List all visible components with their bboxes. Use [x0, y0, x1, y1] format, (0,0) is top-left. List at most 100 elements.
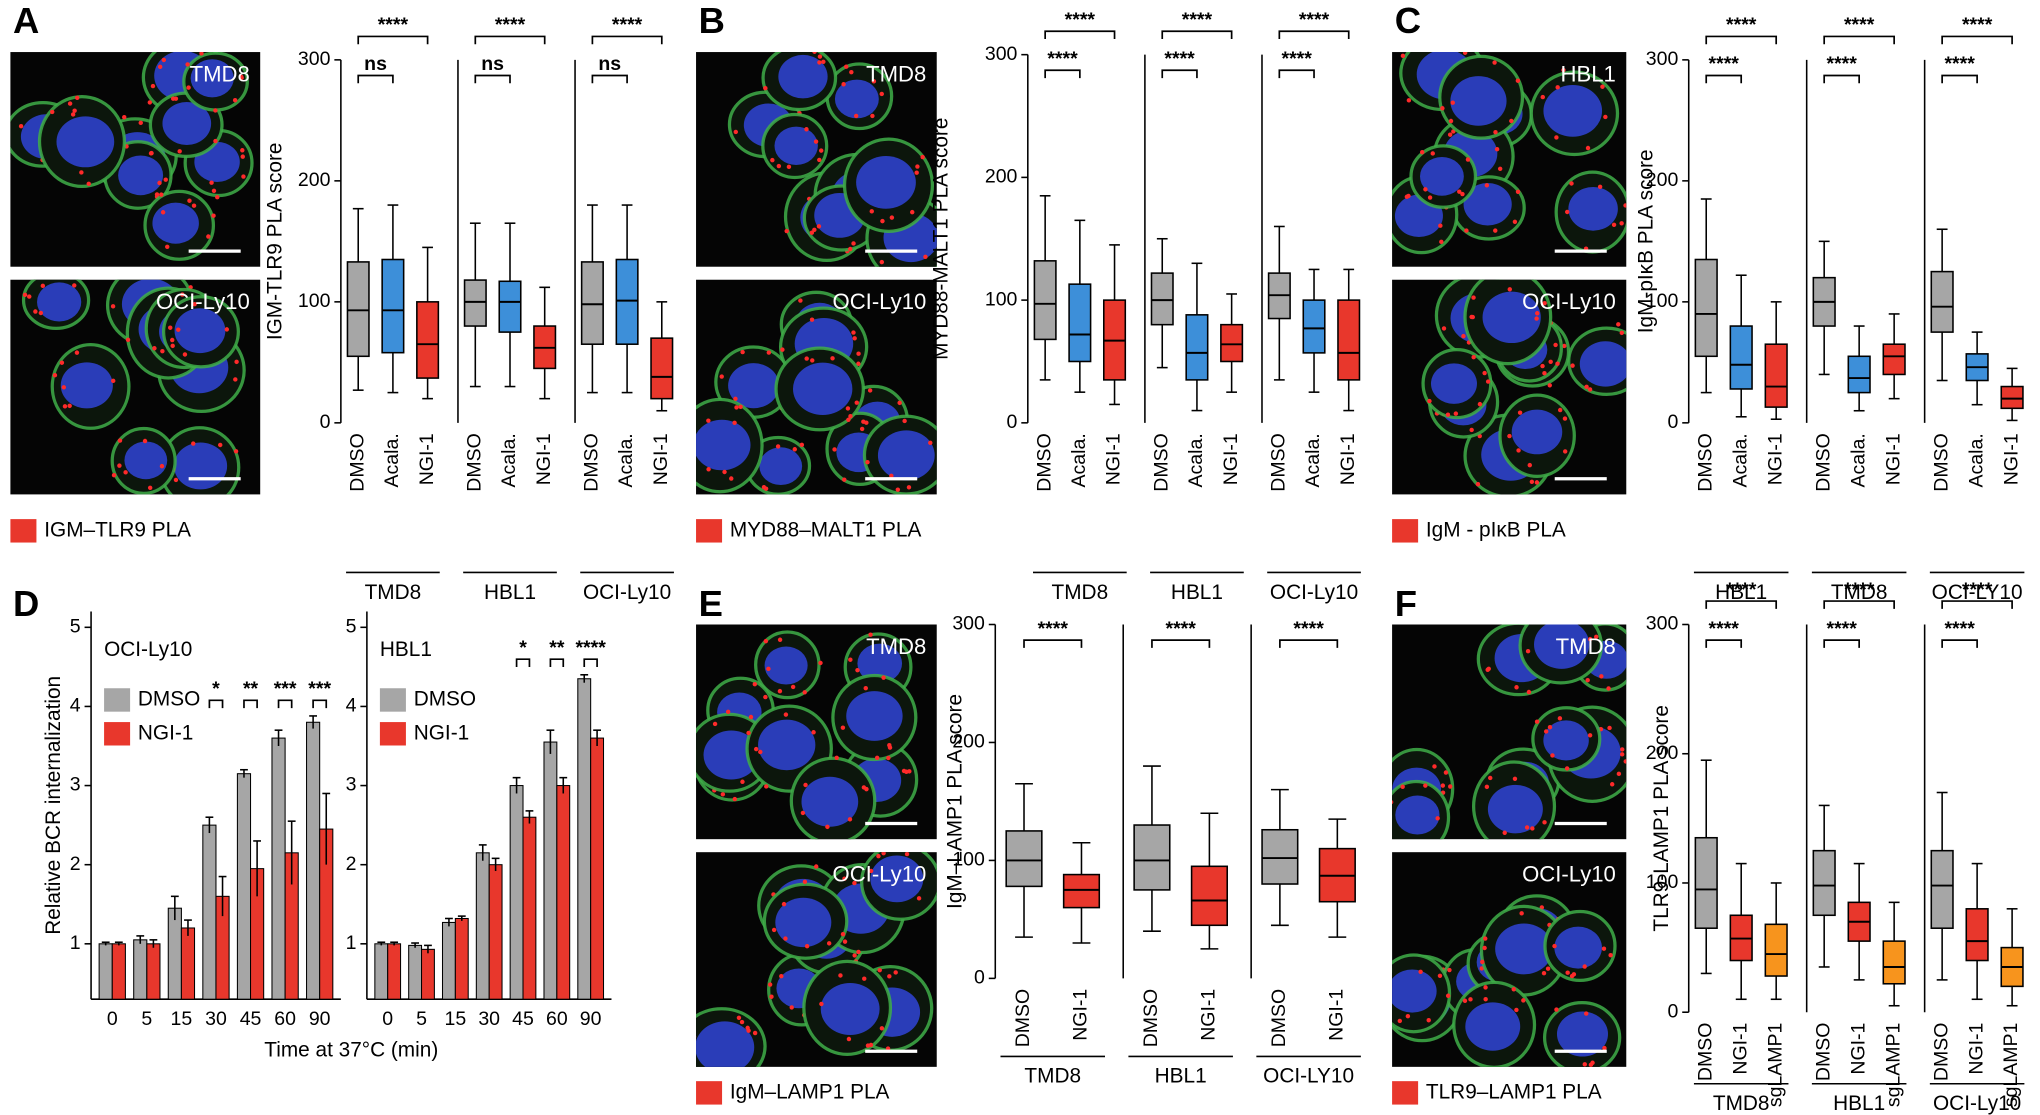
significance-bracket — [1278, 69, 1315, 79]
cell-nucleus — [758, 719, 816, 771]
pla-dot — [763, 638, 769, 644]
pla-dot — [240, 148, 245, 153]
pla-dot — [777, 637, 783, 642]
pla-dot — [852, 336, 857, 341]
pla-dot — [50, 109, 55, 115]
pla-dot — [1554, 135, 1559, 140]
x-tick-label: NGI-1 — [1882, 433, 1904, 485]
pla-dot — [1432, 764, 1437, 769]
pla-dot — [161, 57, 167, 63]
legend-swatch — [696, 519, 723, 543]
pla-dot — [781, 901, 787, 907]
x-tick-label: NGI-1 — [1220, 433, 1242, 485]
pla-dot — [1597, 184, 1603, 190]
pla-dot — [110, 304, 116, 309]
pla-dot — [142, 438, 148, 444]
pla-dot — [165, 244, 170, 250]
pla-dot — [1492, 60, 1497, 65]
panel-letter: F — [1395, 583, 1417, 624]
pla-dot — [240, 154, 245, 159]
group-label: OCI-LY10 — [1932, 581, 2023, 604]
significance-bracket — [1823, 600, 1895, 609]
legend-label: IgM - pIκB PLA — [1426, 518, 1566, 541]
pla-dot — [863, 685, 868, 691]
pla-dot — [1561, 67, 1566, 73]
y-tick-label: 0 — [1667, 411, 1678, 433]
pla-dot — [758, 749, 763, 755]
y-axis-label: MYD88-MALT1 PLA score — [929, 118, 952, 360]
group-label: HBL1 — [1715, 581, 1767, 604]
pla-dot — [712, 721, 718, 727]
bar — [488, 864, 503, 1000]
pla-dot — [854, 400, 859, 405]
box — [1930, 849, 1954, 929]
image-label: OCI-Ly10 — [1522, 861, 1616, 886]
significance-label: **** — [1182, 9, 1213, 31]
legend-swatch — [379, 688, 406, 712]
x-tick-label: Acala. — [1068, 433, 1090, 487]
pla-dot — [1535, 311, 1540, 316]
pla-dot — [804, 356, 809, 361]
y-tick-label: 100 — [1646, 290, 1679, 312]
x-tick-label: NGI-1 — [1198, 989, 1220, 1041]
y-tick-label: 0 — [320, 411, 331, 433]
pla-dot — [886, 755, 891, 761]
significance-label: **** — [1826, 618, 1857, 640]
y-tick-label: 100 — [1646, 871, 1679, 893]
pla-dot — [1599, 674, 1604, 679]
x-tick-label: sgLAMP1 — [2000, 1023, 2022, 1108]
bar — [421, 948, 435, 1000]
cell-nucleus — [190, 59, 234, 98]
pla-dot — [1511, 987, 1516, 992]
pla-dot — [232, 98, 238, 103]
pla-dot — [923, 254, 928, 260]
bar — [475, 852, 490, 1000]
pla-dot — [1443, 770, 1449, 775]
box — [346, 261, 370, 358]
x-tick-label: NGI-1 — [1325, 989, 1347, 1041]
pla-dot — [920, 154, 925, 160]
pla-dot — [1462, 52, 1468, 55]
pla-dot — [734, 405, 739, 410]
x-tick-label: NGI-1 — [1965, 1023, 1987, 1075]
pla-dot — [191, 441, 196, 446]
pla-dot — [789, 1005, 794, 1010]
pla-dot — [1525, 649, 1531, 654]
pla-dot — [771, 927, 777, 933]
cells — [727, 52, 937, 267]
image-label: TMD8 — [1556, 634, 1616, 659]
x-tick-label: 15 — [171, 1008, 193, 1030]
pla-dot — [871, 79, 877, 84]
pla-dot — [1432, 43, 1436, 47]
box — [1185, 314, 1209, 381]
pla-dot — [72, 283, 77, 288]
significance-bracket — [357, 74, 394, 84]
pla-dot — [1623, 203, 1627, 208]
cell-nucleus — [56, 116, 115, 168]
cell-nucleus — [173, 442, 228, 490]
x-tick-label: 30 — [478, 1008, 500, 1030]
y-axis-label: Relative BCR internalization — [42, 676, 65, 935]
pla-dot — [811, 730, 816, 735]
pla-dot — [185, 62, 190, 67]
cell-nucleus — [1392, 969, 1437, 1013]
pla-dot — [1384, 809, 1388, 813]
pla-dot — [733, 396, 738, 402]
pla-dot — [1507, 433, 1512, 439]
y-tick-label: 0 — [1667, 1000, 1678, 1022]
significance-bracket — [1941, 74, 1978, 84]
cells — [1421, 279, 1627, 495]
image-label: OCI-Ly10 — [833, 861, 927, 886]
box — [1190, 865, 1229, 927]
cell-nucleus — [174, 308, 226, 354]
bar — [146, 943, 161, 1000]
significance-bracket — [357, 35, 429, 45]
pla-dot — [904, 769, 909, 774]
x-tick-label: DMSO — [346, 433, 368, 492]
significance-label: **** — [1962, 579, 1993, 601]
y-tick-label: 300 — [985, 43, 1018, 65]
pla-dot — [62, 404, 68, 409]
pla-dot — [916, 896, 922, 901]
pla-dot — [111, 472, 117, 478]
pla-dot — [1534, 316, 1539, 321]
